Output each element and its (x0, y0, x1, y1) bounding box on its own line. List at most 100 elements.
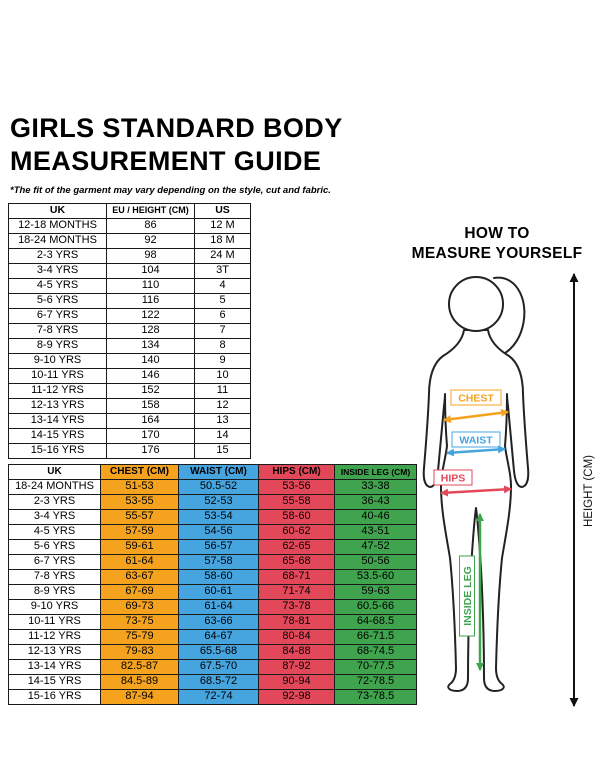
table-cell: 10 (194, 368, 251, 384)
table-cell: 62-65 (258, 539, 335, 555)
table-row: 4-5 YRS 57-59 54-56 60-62 43-51 (8, 524, 417, 540)
table-row: 8-9 YRS 67-69 60-61 71-74 59-63 (8, 584, 417, 600)
table-cell: 67-69 (100, 584, 179, 600)
table-cell: 5 (194, 293, 251, 309)
table-row: 10-11 YRS 73-75 63-66 78-81 64-68.5 (8, 614, 417, 630)
table-row: 7-8 YRS 63-67 58-60 68-71 53.5-60 (8, 569, 417, 585)
table-cell: 58-60 (178, 569, 259, 585)
table-cell: 134 (106, 338, 195, 354)
inside-leg-label-box (459, 555, 475, 637)
table-cell: 10-11 YRS (8, 614, 101, 630)
table-cell: 53-54 (178, 509, 259, 525)
table-cell: 128 (106, 323, 195, 339)
table-cell: 7-8 YRS (8, 569, 101, 585)
table-cell: 51-53 (100, 479, 179, 495)
fit-disclaimer: *The fit of the garment may vary dependi… (10, 185, 331, 196)
table-row: 12-13 YRS 79-83 65.5-68 84-88 68-74.5 (8, 644, 417, 660)
table-cell: 67.5-70 (178, 659, 259, 675)
table-header-row: UK EU / HEIGHT (CM) US (8, 203, 251, 219)
hips-label: HIPS (441, 473, 466, 485)
table-cell: 12-18 MONTHS (8, 218, 107, 234)
table-cell: 73-75 (100, 614, 179, 630)
table-cell: 73-78.5 (334, 689, 417, 705)
table-cell: 92-98 (258, 689, 335, 705)
table-cell: 70-77.5 (334, 659, 417, 675)
table-cell: 73-78 (258, 599, 335, 615)
table-cell: 86 (106, 218, 195, 234)
table-cell: 13 (194, 413, 251, 429)
table-cell: 12-13 YRS (8, 644, 101, 660)
table-cell: 80-84 (258, 629, 335, 645)
table-cell: 55-58 (258, 494, 335, 510)
table-row: 6-7 YRS 61-64 57-58 65-68 50-56 (8, 554, 417, 570)
table-cell: 146 (106, 368, 195, 384)
table-cell: 9 (194, 353, 251, 369)
table-row: 14-15 YRS 84.5-89 68.5-72 90-94 72-78.5 (8, 674, 417, 690)
table-row: 13-14 YRS 82.5-87 67.5-70 87-92 70-77.5 (8, 659, 417, 675)
table-cell: 78-81 (258, 614, 335, 630)
table-cell: 72-74 (178, 689, 259, 705)
waist-label: WAIST (459, 435, 493, 447)
table-cell: 4 (194, 278, 251, 294)
table-cell: 13-14 YRS (8, 659, 101, 675)
table-row: 2-3 YRS 53-55 52-53 55-58 36-43 (8, 494, 417, 510)
table-cell: 2-3 YRS (8, 494, 101, 510)
inside-leg-annotation: INSIDE LEG (459, 513, 484, 671)
table-row: 7-8 YRS 128 7 (8, 323, 251, 339)
table-row: 15-16 YRS 176 15 (8, 443, 251, 459)
table-cell: 176 (106, 443, 195, 459)
table-cell: 92 (106, 233, 195, 249)
table-row: 11-12 YRS 152 11 (8, 383, 251, 399)
table-row: 12-18 MONTHS 86 12 M (8, 218, 251, 234)
table-cell: 11 (194, 383, 251, 399)
table-cell: 64-68.5 (334, 614, 417, 630)
table-cell: 24 M (194, 248, 251, 264)
table-cell: 55-57 (100, 509, 179, 525)
table-cell: 12 (194, 398, 251, 414)
table-cell: 87-94 (100, 689, 179, 705)
table-cell: 43-51 (334, 524, 417, 540)
table-cell: 90-94 (258, 674, 335, 690)
table-cell: 63-66 (178, 614, 259, 630)
table-cell: 110 (106, 278, 195, 294)
table-cell: 8-9 YRS (8, 584, 101, 600)
table-cell: 84.5-89 (100, 674, 179, 690)
table-cell: 14 (194, 428, 251, 444)
table-cell: 47-52 (334, 539, 417, 555)
table-cell: 59-61 (100, 539, 179, 555)
table-cell: 18 M (194, 233, 251, 249)
table-cell: 18-24 MONTHS (8, 479, 101, 495)
column-header-us: US (194, 203, 251, 219)
table-cell: 122 (106, 308, 195, 324)
table-cell: 82.5-87 (100, 659, 179, 675)
table-row: 5-6 YRS 116 5 (8, 293, 251, 309)
table-cell: 15-16 YRS (8, 689, 101, 705)
hips-arrow (440, 485, 512, 497)
table-cell: 60-62 (258, 524, 335, 540)
table-row: 5-6 YRS 59-61 56-57 62-65 47-52 (8, 539, 417, 555)
table-header-row: UK CHEST (CM) WAIST (CM) HIPS (CM) INSID… (8, 464, 417, 480)
table-cell: 63-67 (100, 569, 179, 585)
table-cell: 2-3 YRS (8, 248, 107, 264)
table-cell: 15 (194, 443, 251, 459)
table-cell: 6-7 YRS (8, 308, 107, 324)
table-cell: 53-55 (100, 494, 179, 510)
table-cell: 66-71.5 (334, 629, 417, 645)
table-cell: 84-88 (258, 644, 335, 660)
table-cell: 57-59 (100, 524, 179, 540)
table-cell: 57-58 (178, 554, 259, 570)
table-row: 15-16 YRS 87-94 72-74 92-98 73-78.5 (8, 689, 417, 705)
table-row: 8-9 YRS 134 8 (8, 338, 251, 354)
table-cell: 54-56 (178, 524, 259, 540)
girl-head-outline (448, 276, 504, 332)
hips-annotation: HIPS (433, 469, 512, 497)
body-measurement-table: UK CHEST (CM) WAIST (CM) HIPS (CM) INSID… (8, 464, 417, 705)
table-cell: 59-63 (334, 584, 417, 600)
column-header-uk: UK (8, 203, 107, 219)
table-row: 12-13 YRS 158 12 (8, 398, 251, 414)
table-row: 14-15 YRS 170 14 (8, 428, 251, 444)
table-cell: 170 (106, 428, 195, 444)
table-cell: 68-71 (258, 569, 335, 585)
table-cell: 4-5 YRS (8, 278, 107, 294)
measurement-figure: CHEST WAIST HIPS INSIDE LEG H (422, 273, 595, 707)
